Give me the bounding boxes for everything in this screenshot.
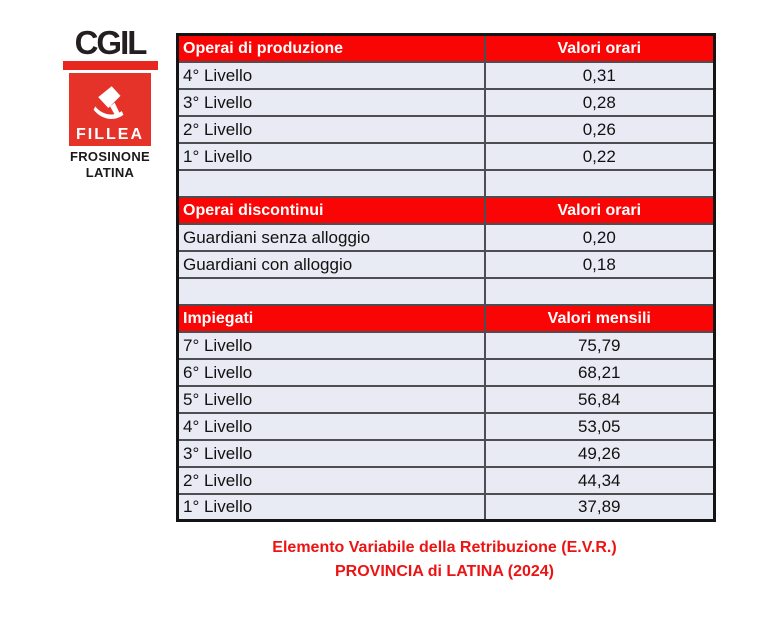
caption-line2: PROVINCIA di LATINA (2024): [335, 563, 554, 580]
table-row: 5° Livello 56,84: [176, 384, 716, 414]
section-title: Impiegati: [176, 303, 486, 333]
table-row: 7° Livello 75,79: [176, 330, 716, 360]
table-row: 2° Livello 0,26: [176, 114, 716, 144]
table-row: Guardiani senza alloggio 0,20: [176, 222, 716, 252]
section-title: Operai di produzione: [176, 33, 486, 63]
section-value-header: Valori orari: [483, 33, 716, 63]
spacer-cell: [483, 276, 716, 306]
cgil-red-bar: [62, 61, 158, 70]
table-row: 4° Livello 53,05: [176, 411, 716, 441]
table-row: 6° Livello 68,21: [176, 357, 716, 387]
spacer-cell: [483, 168, 716, 198]
row-value-cell: 0,22: [483, 141, 716, 171]
cgil-logotype: CGIL: [74, 24, 148, 61]
spacer-cell: [176, 276, 486, 306]
row-value-cell: 56,84: [483, 384, 716, 414]
fillea-logo-square: FILLEA: [69, 73, 151, 146]
row-label-cell: 3° Livello: [176, 87, 486, 117]
row-value-cell: 44,34: [483, 465, 716, 495]
table-row: 3° Livello 49,26: [176, 438, 716, 468]
row-value-cell: 53,05: [483, 411, 716, 441]
row-label-cell: 4° Livello: [176, 411, 486, 441]
logo-region-frosinone: FROSINONE: [70, 149, 150, 164]
row-value-cell: 0,20: [483, 222, 716, 252]
table-row: 4° Livello 0,31: [176, 60, 716, 90]
section-value-header: Valori mensili: [483, 303, 716, 333]
row-label-cell: 1° Livello: [176, 492, 486, 522]
row-label-cell: 6° Livello: [176, 357, 486, 387]
row-label-cell: 1° Livello: [176, 141, 486, 171]
row-label-cell: Guardiani senza alloggio: [176, 222, 486, 252]
table-row: 1° Livello 37,89: [176, 492, 716, 522]
fillea-logotype: FILLEA: [76, 126, 144, 143]
table-row: 1° Livello 0,22: [176, 141, 716, 171]
spacer-cell: [176, 168, 486, 198]
row-label-cell: 7° Livello: [176, 330, 486, 360]
row-label-cell: 2° Livello: [176, 465, 486, 495]
section-title: Operai discontinui: [176, 195, 486, 225]
spacer-row: [176, 276, 716, 306]
table-row: Guardiani con alloggio 0,18: [176, 249, 716, 279]
row-value-cell: 68,21: [483, 357, 716, 387]
caption-line1: Elemento Variabile della Retribuzione (E…: [272, 539, 617, 556]
table-row: 2° Livello 44,34: [176, 465, 716, 495]
cgil-fillea-logo: CGIL FILLEA FROSINONE LATINA: [58, 26, 162, 181]
caption: Elemento Variabile della Retribuzione (E…: [176, 536, 713, 584]
row-value-cell: 37,89: [483, 492, 716, 522]
logo-region-latina: LATINA: [85, 165, 135, 180]
row-label-cell: 4° Livello: [176, 60, 486, 90]
evr-table: Operai di produzione Valori orari 4° Livel…: [176, 33, 716, 522]
section-value-header: Valori orari: [483, 195, 716, 225]
fillea-emblem-icon: [93, 86, 124, 119]
row-value-cell: 0,31: [483, 60, 716, 90]
row-label-cell: Guardiani con alloggio: [176, 249, 486, 279]
section-header-row: Operai di produzione Valori orari: [176, 33, 716, 63]
row-value-cell: 0,26: [483, 114, 716, 144]
row-value-cell: 75,79: [483, 330, 716, 360]
section-header-row: Impiegati Valori mensili: [176, 303, 716, 333]
row-label-cell: 3° Livello: [176, 438, 486, 468]
spacer-row: [176, 168, 716, 198]
table-row: 3° Livello 0,28: [176, 87, 716, 117]
row-label-cell: 2° Livello: [176, 114, 486, 144]
row-label-cell: 5° Livello: [176, 384, 486, 414]
row-value-cell: 0,28: [483, 87, 716, 117]
section-header-row: Operai discontinui Valori orari: [176, 195, 716, 225]
row-value-cell: 0,18: [483, 249, 716, 279]
row-value-cell: 49,26: [483, 438, 716, 468]
